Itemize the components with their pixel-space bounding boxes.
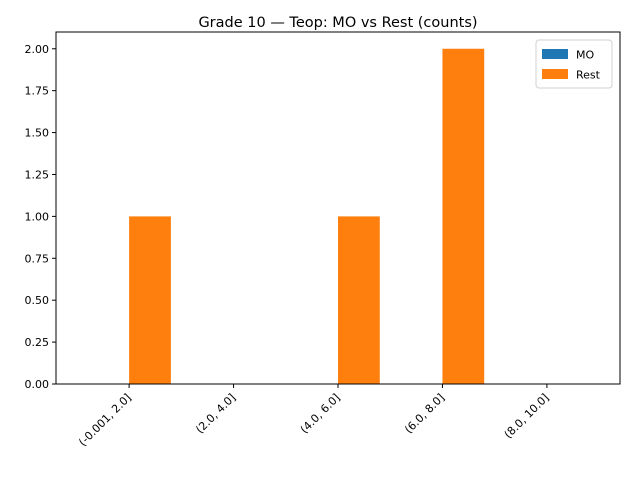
legend-swatch-mo	[542, 49, 568, 59]
legend-label-mo: MO	[576, 49, 594, 62]
y-tick-label: 1.75	[25, 85, 50, 98]
y-tick-label: 0.00	[25, 378, 50, 391]
y-axis: 0.00 0.25 0.50 0.75 1.00 1.25 1.50 1.75 2.00	[25, 43, 56, 391]
y-tick-label: 1.50	[25, 127, 50, 140]
x-tick-label: (8.0, 10.0]	[502, 391, 552, 441]
plot-frame	[55, 31, 621, 385]
y-tick-label: 0.25	[25, 336, 50, 349]
legend: MO Rest	[535, 39, 613, 89]
y-tick-label: 0.75	[25, 252, 50, 265]
x-tick-label: (2.0, 4.0]	[193, 391, 238, 436]
y-tick-label: 0.50	[25, 294, 50, 307]
bars-layer	[129, 48, 485, 385]
x-tick-label: (-0.001, 2.0]	[76, 391, 134, 449]
y-tick-label: 1.25	[25, 168, 50, 181]
bar-rest-0	[129, 216, 171, 384]
y-tick-label: 1.00	[25, 210, 50, 223]
chart-title: Grade 10 — Teop: MO vs Rest (counts)	[198, 15, 477, 31]
bar-rest-3	[442, 48, 485, 385]
legend-swatch-rest	[542, 69, 568, 79]
y-tick-label: 2.00	[25, 43, 50, 56]
x-tick-label: (4.0, 6.0]	[298, 391, 343, 436]
bar-rest-2	[338, 216, 380, 384]
x-tick-label: (6.0, 8.0]	[402, 391, 447, 436]
x-axis: (-0.001, 2.0] (2.0, 4.0] (4.0, 6.0] (6.0, 8…	[76, 384, 552, 449]
legend-label-rest: Rest	[576, 69, 601, 82]
legend-box	[535, 39, 613, 89]
